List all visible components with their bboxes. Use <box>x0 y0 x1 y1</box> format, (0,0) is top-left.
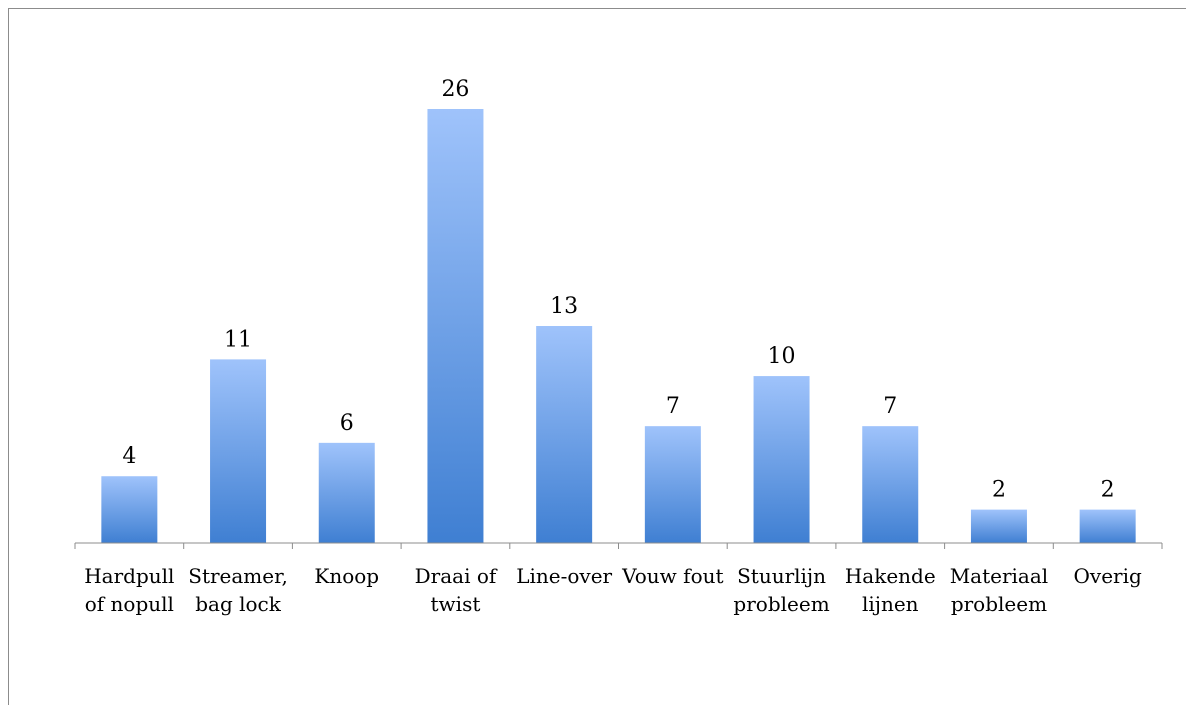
data-label: 10 <box>768 344 796 369</box>
x-tick-label: of nopull <box>85 592 174 616</box>
bar <box>970 509 1027 543</box>
data-label: 11 <box>224 327 252 352</box>
x-tick-label: twist <box>431 592 481 616</box>
bar <box>536 326 593 543</box>
bar <box>644 426 701 543</box>
bar <box>318 442 375 543</box>
x-tick-label: lijnen <box>862 592 919 616</box>
data-label: 4 <box>122 444 136 469</box>
x-tick-label: probleem <box>951 592 1047 616</box>
data-label: 7 <box>883 394 897 419</box>
data-label: 7 <box>666 394 680 419</box>
data-label: 2 <box>1101 478 1115 503</box>
x-tick-label: Knoop <box>314 564 379 588</box>
x-tick-label: Line-over <box>516 564 612 588</box>
x-tick-label: Hakende <box>845 564 936 588</box>
data-label: 13 <box>550 294 578 319</box>
x-tick-label: Streamer, <box>188 564 288 588</box>
x-tick-label: Overig <box>1074 564 1142 588</box>
data-label: 2 <box>992 478 1006 503</box>
bar <box>210 359 267 543</box>
bar <box>862 426 919 543</box>
chart-frame <box>8 8 1186 705</box>
x-tick-label: bag lock <box>195 592 282 616</box>
x-tick-label: Draai of <box>415 564 498 588</box>
labels-layer: 4 Hardpull of nopull 11 Streamer, bag lock 6 Kn… <box>84 77 1142 616</box>
bar <box>1079 509 1136 543</box>
x-tick-label: Stuurlijn <box>737 564 826 588</box>
x-tick-label: Hardpull <box>84 564 174 588</box>
data-label: 26 <box>441 77 469 102</box>
bar <box>427 109 484 543</box>
x-tick-label: probleem <box>733 592 829 616</box>
bar <box>753 376 810 543</box>
ticks-layer <box>74 543 1163 549</box>
bars-layer <box>101 109 1136 543</box>
bar <box>101 476 158 543</box>
x-tick-label: Materiaal <box>950 564 1048 588</box>
data-label: 6 <box>340 411 354 436</box>
x-tick-label: Vouw fout <box>621 564 723 588</box>
